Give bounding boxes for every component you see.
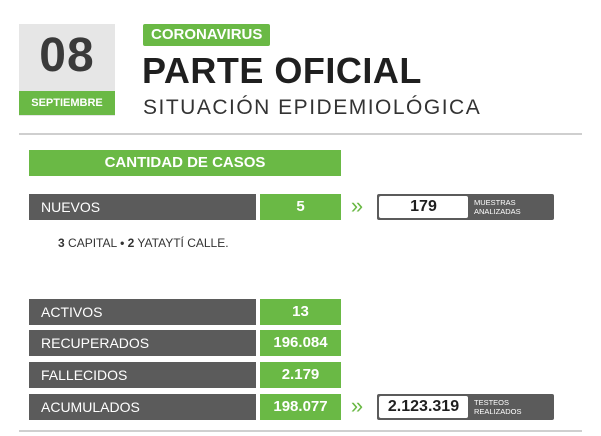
nuevos-detail: 3 CAPITAL • 2 YATAYTÍ CALLE. — [58, 236, 229, 250]
capital-count: 3 — [58, 236, 65, 250]
bullet: • — [120, 236, 125, 250]
testeos-caption-line-2: REALIZADOS — [474, 407, 522, 416]
muestras-caption-line-1: MUESTRAS — [474, 198, 516, 207]
bottom-divider — [19, 430, 582, 432]
acumulados-value: 198.077 — [260, 394, 341, 420]
muestras-caption-line-2: ANALIZADAS — [474, 207, 521, 216]
testeos-caption: TESTEOS REALIZADOS — [474, 398, 552, 416]
chevron-right-icon: » — [350, 393, 364, 418]
acumulados-label: ACUMULADOS — [29, 394, 256, 420]
date-day: 08 — [39, 29, 95, 82]
yatayti-count: 2 — [127, 236, 135, 250]
top-divider — [19, 133, 582, 135]
page-title: PARTE OFICIAL — [142, 50, 422, 91]
coronavirus-tag: CORONAVIRUS — [143, 24, 271, 46]
chevron-right-icon: » — [350, 193, 364, 218]
page-subtitle: SITUACIÓN EPIDEMIOLÓGICA — [143, 96, 482, 119]
capital-label: CAPITAL — [68, 236, 117, 250]
muestras-value: 179 — [379, 196, 468, 218]
testeos-value: 2.123.319 — [379, 396, 468, 418]
activos-value: 13 — [260, 299, 341, 325]
testeos-caption-line-1: TESTEOS — [474, 398, 510, 407]
fallecidos-value: 2.179 — [260, 362, 341, 388]
testeos-box: 2.123.319 TESTEOS REALIZADOS — [377, 394, 554, 420]
recuperados-value: 196.084 — [260, 330, 341, 356]
yatayti-label: YATAYTÍ CALLE. — [137, 236, 229, 250]
activos-label: ACTIVOS — [29, 299, 256, 325]
nuevos-label: NUEVOS — [29, 194, 256, 220]
muestras-box: 179 MUESTRAS ANALIZADAS — [377, 194, 554, 220]
date-month: SEPTIEMBRE — [19, 91, 115, 115]
recuperados-label: RECUPERADOS — [29, 330, 256, 356]
nuevos-value: 5 — [260, 194, 341, 220]
muestras-caption: MUESTRAS ANALIZADAS — [474, 198, 552, 216]
section-title: CANTIDAD DE CASOS — [29, 150, 341, 176]
fallecidos-label: FALLECIDOS — [29, 362, 256, 388]
